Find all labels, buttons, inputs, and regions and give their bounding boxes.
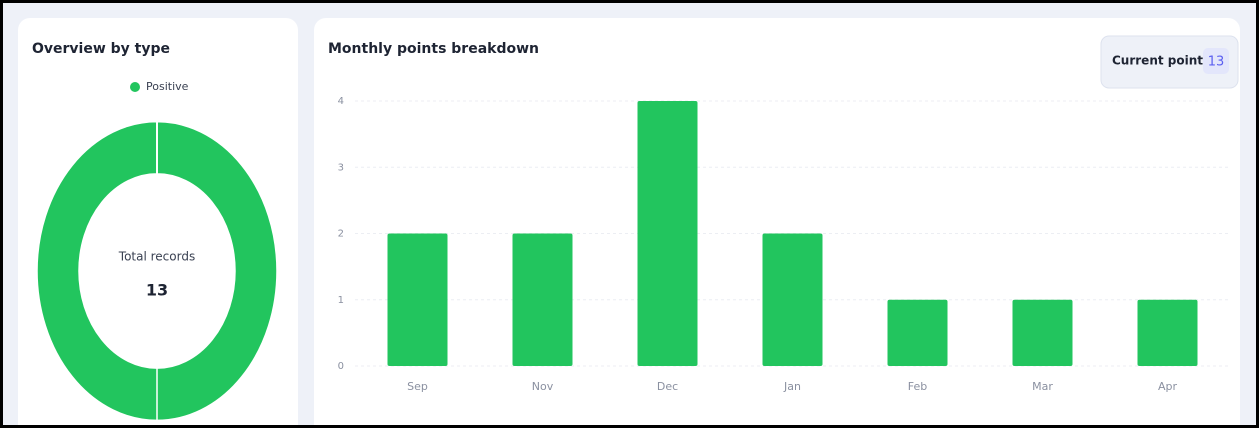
center-label: Total records bbox=[118, 250, 195, 264]
x-tick-label: Jan bbox=[783, 380, 801, 393]
center-value: 13 bbox=[146, 281, 168, 300]
badge bbox=[1100, 35, 1239, 89]
y-tick-label: 3 bbox=[338, 162, 344, 173]
card-title: Overview by type bbox=[32, 41, 170, 57]
card-title: Monthly points breakdown bbox=[328, 41, 539, 57]
x-tick-label: Nov bbox=[532, 380, 554, 393]
bar bbox=[1012, 299, 1073, 366]
y-tick-label: 0 bbox=[338, 361, 344, 372]
x-tick-label: Apr bbox=[1158, 380, 1178, 393]
donut bbox=[37, 122, 277, 421]
badge-label: Current points bbox=[1112, 54, 1210, 68]
y-tick-label: 4 bbox=[338, 96, 344, 107]
bar bbox=[887, 299, 948, 366]
badge-value: 13 bbox=[1208, 55, 1225, 70]
bar bbox=[512, 233, 573, 366]
y-tick-label: 2 bbox=[338, 229, 344, 240]
bar bbox=[762, 233, 823, 366]
legend-label: Positive bbox=[146, 80, 189, 93]
bar bbox=[1137, 299, 1198, 366]
x-tick-label: Feb bbox=[908, 380, 927, 393]
bar bbox=[387, 233, 448, 366]
x-tick-label: Mar bbox=[1032, 380, 1053, 393]
bar bbox=[637, 101, 698, 366]
x-tick-label: Sep bbox=[407, 380, 428, 393]
badge-value-box bbox=[1203, 48, 1229, 74]
legend-swatch bbox=[130, 82, 140, 92]
x-tick-label: Dec bbox=[657, 380, 678, 393]
donut-slice bbox=[37, 122, 277, 421]
y-tick-label: 1 bbox=[338, 295, 344, 306]
